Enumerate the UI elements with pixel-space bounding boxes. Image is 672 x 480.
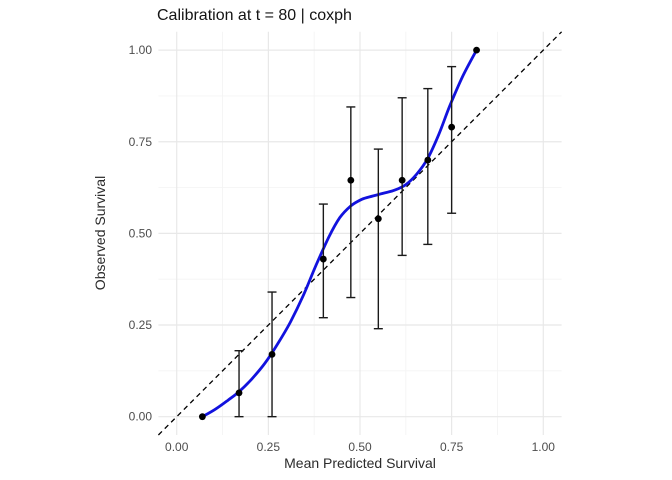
x-tick-label: 0.50 xyxy=(348,440,372,454)
x-axis-title: Mean Predicted Survival xyxy=(284,455,436,471)
y-tick-label: 0.50 xyxy=(129,226,153,240)
data-point xyxy=(374,215,382,223)
data-point xyxy=(424,156,432,164)
data-point xyxy=(198,413,206,421)
data-point xyxy=(398,176,406,184)
x-tick-label: 0.00 xyxy=(165,440,189,454)
y-tick-label: 0.25 xyxy=(129,318,153,332)
data-point xyxy=(473,46,480,54)
x-tick-label: 0.75 xyxy=(440,440,464,454)
x-tick-label: 1.00 xyxy=(532,440,556,454)
x-tick-label: 0.25 xyxy=(257,440,281,454)
chart-title: Calibration at t = 80 | coxph xyxy=(157,7,352,24)
y-tick-label: 0.00 xyxy=(129,410,153,424)
data-point xyxy=(347,176,355,184)
y-axis-title: Observed Survival xyxy=(92,175,108,291)
y-tick-label: 1.00 xyxy=(129,43,153,57)
calibration-curve xyxy=(201,48,478,419)
data-point xyxy=(319,255,327,263)
data-point xyxy=(235,389,243,397)
data-point xyxy=(448,123,456,131)
y-tick-label: 0.75 xyxy=(129,135,153,149)
data-point xyxy=(268,350,276,358)
